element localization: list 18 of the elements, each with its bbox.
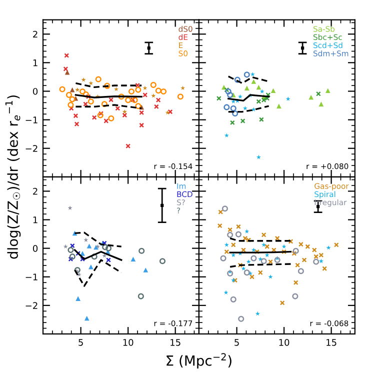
y-tick-label: 1 <box>33 216 38 224</box>
y-tick-label: 2 <box>33 188 38 195</box>
x-tick-label: 10 <box>123 339 134 346</box>
y-tick-label: −2 <box>26 302 38 309</box>
y-tick-label: 1 <box>33 60 38 66</box>
y-tick-label: −2 <box>26 145 38 152</box>
y-tick-label: 2 <box>33 30 38 38</box>
x-tick-label: 5 <box>234 339 239 346</box>
x-tick-label: 15 <box>326 339 336 346</box>
x-tick-label: 5 <box>78 339 83 346</box>
x-axis-title: Σ (Mpc$^{−2}$) <box>166 353 232 369</box>
x-tick-label: 15 <box>170 339 180 346</box>
y-tick-label: −1 <box>26 116 38 124</box>
x-tick-label: 10 <box>279 339 290 346</box>
y-axis-title: dlog(Z/Z$_{☉}$)/dr (dex r$_{e}$$^{−1}$) <box>5 95 21 259</box>
y-tick-label: 0 <box>33 245 38 252</box>
y-tick-label: 0 <box>33 88 38 95</box>
y-tick-label: −1 <box>26 274 38 280</box>
